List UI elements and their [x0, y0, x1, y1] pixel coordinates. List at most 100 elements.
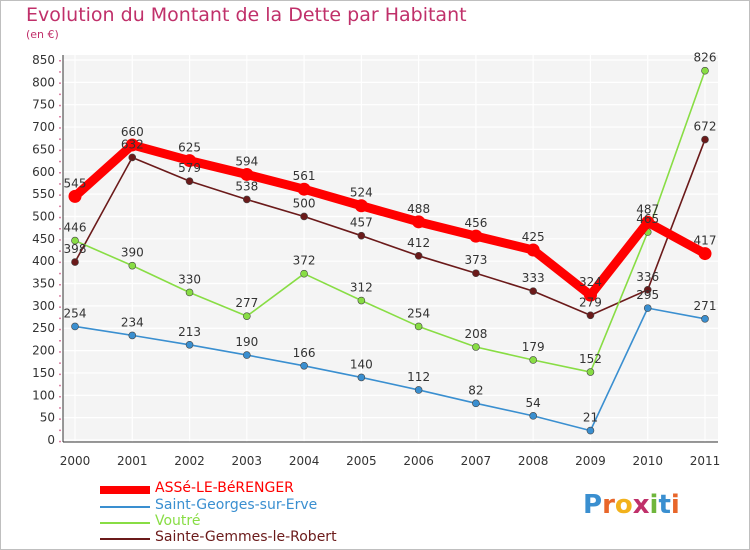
data-point [414, 386, 423, 394]
data-label: 412 [407, 236, 430, 250]
data-point [357, 296, 366, 305]
data-point [183, 154, 197, 168]
y-tick-label: 200 [32, 344, 55, 358]
x-tick-label: 2006 [403, 454, 434, 468]
data-label: 625 [178, 141, 201, 155]
data-label: 660 [121, 125, 144, 139]
x-tick-label: 2011 [690, 454, 721, 468]
chart-title: Evolution du Montant de la Dette par Hab… [26, 4, 467, 26]
data-point [185, 288, 194, 297]
series-line [74, 138, 706, 317]
data-point [701, 135, 709, 144]
y-tick-label: 350 [32, 277, 55, 291]
data-label: 330 [178, 272, 201, 286]
logo-letter: x [632, 490, 650, 520]
data-label: 336 [636, 270, 659, 284]
data-point [243, 312, 251, 320]
data-point [583, 288, 597, 302]
data-label: 152 [579, 352, 602, 366]
data-label: 826 [694, 51, 717, 65]
data-point [529, 356, 537, 364]
data-point [71, 236, 79, 245]
data-point [128, 331, 137, 340]
logo-letter: P [583, 490, 603, 520]
x-tick-label: 2001 [117, 454, 148, 468]
data-label: 390 [121, 246, 144, 260]
y-tick-label: 600 [32, 165, 55, 179]
x-tick-label: 2003 [232, 454, 263, 468]
data-point [586, 368, 595, 376]
data-label: 417 [694, 234, 717, 248]
legend-label: Saint-Georges-sur-Erve [155, 497, 318, 513]
y-tick-label: 700 [32, 120, 55, 134]
data-label: 234 [121, 315, 144, 329]
data-label: 632 [121, 137, 144, 151]
data-label: 254 [407, 306, 430, 320]
data-point [71, 258, 79, 266]
y-tick-label: 400 [32, 254, 55, 268]
data-label: 373 [464, 253, 487, 267]
data-label: 538 [235, 179, 258, 193]
data-point [68, 189, 82, 203]
x-tick-label: 2004 [289, 454, 320, 468]
series-line [74, 307, 706, 432]
y-tick-label: 750 [32, 98, 55, 112]
data-point [529, 287, 537, 295]
data-label: 190 [235, 335, 258, 349]
data-label: 254 [64, 306, 87, 320]
data-label: 457 [350, 216, 373, 230]
logo-letter: i [670, 490, 680, 520]
y-tick-label: 0 [47, 433, 55, 447]
data-point [641, 215, 655, 229]
data-point [354, 199, 368, 213]
logo-letter: o [614, 490, 633, 520]
data-point [412, 215, 426, 229]
y-tick-label: 450 [32, 232, 55, 246]
legend-label: Sainte-Gemmes-le-Robert [155, 529, 337, 545]
data-label: 277 [235, 296, 258, 310]
data-point [240, 167, 254, 181]
data-point [357, 231, 366, 240]
y-tick-label: 100 [32, 388, 55, 402]
y-tick-label: 50 [40, 411, 55, 425]
legend-swatch [100, 486, 150, 494]
data-point [472, 269, 480, 278]
data-point [529, 412, 537, 420]
data-point [586, 311, 595, 320]
x-tick-label: 2010 [632, 454, 663, 468]
data-point [125, 138, 139, 152]
data-label: 672 [694, 120, 717, 134]
data-label: 295 [636, 288, 659, 302]
data-label: 112 [407, 370, 430, 384]
data-point [472, 343, 480, 351]
data-label: 500 [293, 196, 316, 210]
y-tick-label: 150 [32, 366, 55, 380]
x-tick-label: 2009 [575, 454, 606, 468]
data-point [300, 361, 308, 370]
data-label: 179 [522, 340, 545, 354]
legend-swatch [100, 505, 150, 509]
proxiti-logo: Proxiti [583, 490, 680, 520]
y-tick-label: 300 [32, 299, 55, 313]
data-label: 82 [468, 383, 483, 397]
data-point [128, 153, 137, 162]
data-point [71, 322, 79, 331]
data-point [526, 243, 540, 257]
y-tick-label: 650 [32, 142, 55, 156]
legend-label: ASSé-LE-BéRENGER [155, 480, 294, 496]
data-point [701, 315, 709, 323]
data-point [701, 66, 709, 75]
data-label: 271 [694, 299, 717, 313]
data-label: 594 [235, 154, 258, 168]
data-point [297, 182, 311, 196]
data-label: 446 [64, 221, 87, 235]
y-tick-label: 550 [32, 187, 55, 201]
data-point [357, 373, 366, 382]
y-tick-label: 800 [32, 75, 55, 89]
logo-letter: i [649, 490, 659, 520]
data-point [185, 177, 194, 185]
data-point [414, 322, 423, 331]
legend-swatch [100, 537, 150, 541]
y-tick-label: 500 [32, 209, 55, 223]
